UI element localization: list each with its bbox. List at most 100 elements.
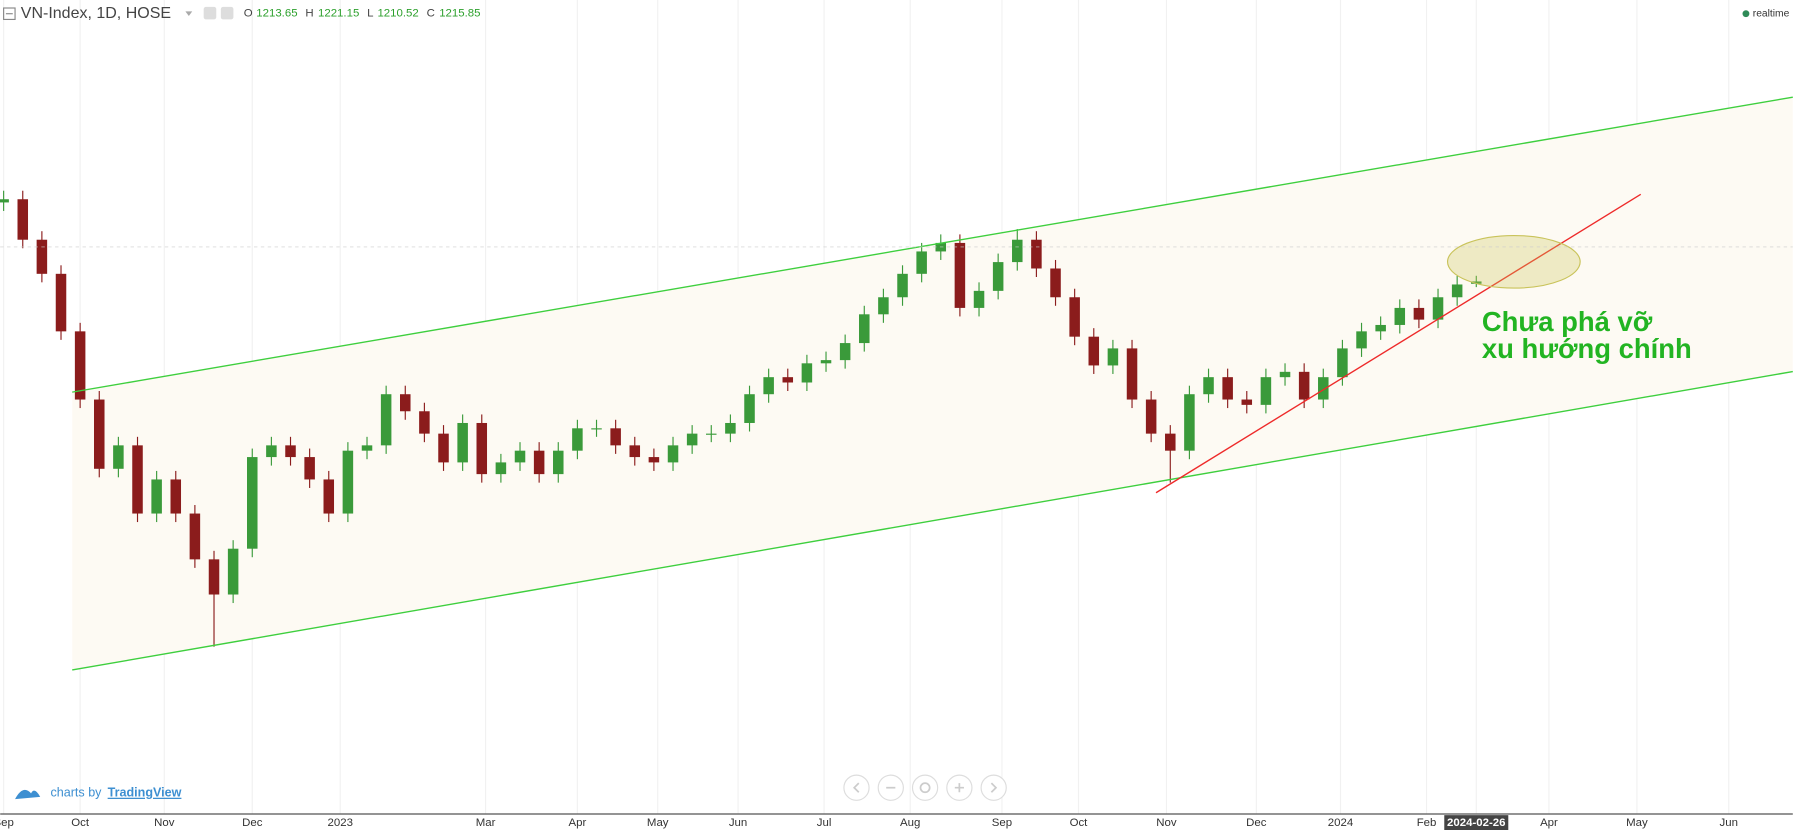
branding: charts by xyxy=(50,786,102,800)
candle-body xyxy=(859,314,870,344)
candle-body xyxy=(1337,348,1348,378)
candle-body xyxy=(533,450,545,475)
candle-body xyxy=(1279,371,1291,378)
candle-body xyxy=(1012,239,1023,263)
candle-body xyxy=(1241,399,1253,405)
candle-body xyxy=(801,363,813,383)
candle-body xyxy=(1203,377,1214,395)
candle-body xyxy=(610,428,621,446)
candle-body xyxy=(323,479,335,514)
candle-body xyxy=(916,251,927,274)
candle-body xyxy=(648,457,660,463)
candle-body xyxy=(74,331,86,400)
candle-body xyxy=(304,457,315,480)
candle-body xyxy=(1413,307,1425,320)
legend-value: 1210.52 xyxy=(377,8,418,20)
candle-body xyxy=(591,428,602,430)
candle-body xyxy=(1222,377,1233,400)
candle-body xyxy=(208,559,220,595)
candle-body xyxy=(992,262,1004,291)
candle-body xyxy=(189,513,201,560)
candle-body xyxy=(1432,297,1444,320)
candle-body xyxy=(495,462,507,475)
channel-fill xyxy=(72,97,1793,670)
candle-body xyxy=(457,422,468,463)
legend-label: O xyxy=(244,8,253,20)
channel-upper xyxy=(72,96,1793,393)
candle-body xyxy=(36,239,48,274)
candle-body xyxy=(266,445,277,458)
nav-right[interactable] xyxy=(980,774,1007,801)
candle-body xyxy=(227,548,239,595)
logo xyxy=(15,789,41,800)
icon[interactable] xyxy=(220,6,234,20)
candle-body xyxy=(1451,284,1463,298)
candle-body xyxy=(1126,348,1138,400)
candle-body xyxy=(247,457,258,549)
x-tick-label: Aug xyxy=(900,817,920,829)
candle-body xyxy=(1298,371,1310,400)
candle-body xyxy=(1260,377,1272,405)
x-tick-label: Mar xyxy=(476,817,496,829)
legend-value: 1215.85 xyxy=(439,8,480,20)
x-tick-label: Apr xyxy=(1540,817,1558,829)
candle-body xyxy=(342,450,354,514)
nav-icons xyxy=(852,782,998,794)
candle-body xyxy=(725,422,736,434)
candle-body xyxy=(763,377,774,395)
icon xyxy=(919,782,931,794)
candle-body xyxy=(878,297,889,315)
nav-left[interactable] xyxy=(843,774,870,801)
candle-body xyxy=(94,399,105,469)
candle-body xyxy=(1318,377,1329,400)
annotation: xu hướng chính xyxy=(1482,333,1692,364)
icon xyxy=(990,782,998,793)
candle-body xyxy=(1375,324,1386,332)
x-tick-label: Nov xyxy=(1156,817,1177,829)
x-tick-label: Oct xyxy=(71,817,90,829)
x-tick-label: Dec xyxy=(242,817,263,829)
candle-body xyxy=(151,479,162,514)
x-tick-highlight xyxy=(1444,815,1509,830)
x-tick-label: Jul xyxy=(817,817,832,829)
candle-body xyxy=(0,199,9,203)
candle-body xyxy=(514,450,526,463)
candle-body xyxy=(897,273,908,298)
candle-body xyxy=(17,199,29,240)
candle-body xyxy=(113,445,124,469)
legend-label: C xyxy=(427,8,435,20)
x-tick-label: Oct xyxy=(1070,817,1089,829)
x-tick-label: Apr xyxy=(569,817,587,829)
candle-body xyxy=(744,394,755,423)
candle-body xyxy=(400,394,411,412)
x-tick-label: Nov xyxy=(154,817,175,829)
candle-body xyxy=(1069,297,1080,337)
candle-body xyxy=(782,377,794,383)
dropdown[interactable] xyxy=(185,11,193,17)
legend-label: H xyxy=(305,8,313,20)
x-tick-label: 2024-02-26 xyxy=(1447,817,1505,829)
candle-body xyxy=(572,428,583,451)
icon[interactable] xyxy=(203,6,217,20)
reset[interactable] xyxy=(911,774,939,801)
highlight-ellipse xyxy=(1446,234,1581,289)
legend-value: 1213.65 xyxy=(256,8,297,20)
candle-body xyxy=(820,360,832,364)
legend-value: 1221.15 xyxy=(318,8,359,20)
candle-body xyxy=(1394,307,1406,325)
candle-body xyxy=(686,433,698,446)
candle-body xyxy=(438,433,449,463)
status-dot xyxy=(1742,10,1750,18)
legend-label: L xyxy=(367,8,373,20)
x-tick-label: May xyxy=(1626,817,1648,829)
x-axis-labels: Sep Oct Nov Dec 2023 Mar Apr May Jun Jul Aug Sep Oct… xyxy=(0,815,1738,830)
x-tick-label: 2023 xyxy=(328,817,353,829)
candle-body xyxy=(954,242,966,308)
x-tick-label: Feb xyxy=(1417,817,1437,829)
x-tick-label: May xyxy=(647,817,669,829)
x-tick-label: Dec xyxy=(1246,817,1267,829)
branding-link[interactable]: TradingView xyxy=(108,786,182,800)
candle-body xyxy=(55,273,67,332)
candle-body xyxy=(629,445,641,458)
collapse-icon[interactable] xyxy=(3,7,16,21)
